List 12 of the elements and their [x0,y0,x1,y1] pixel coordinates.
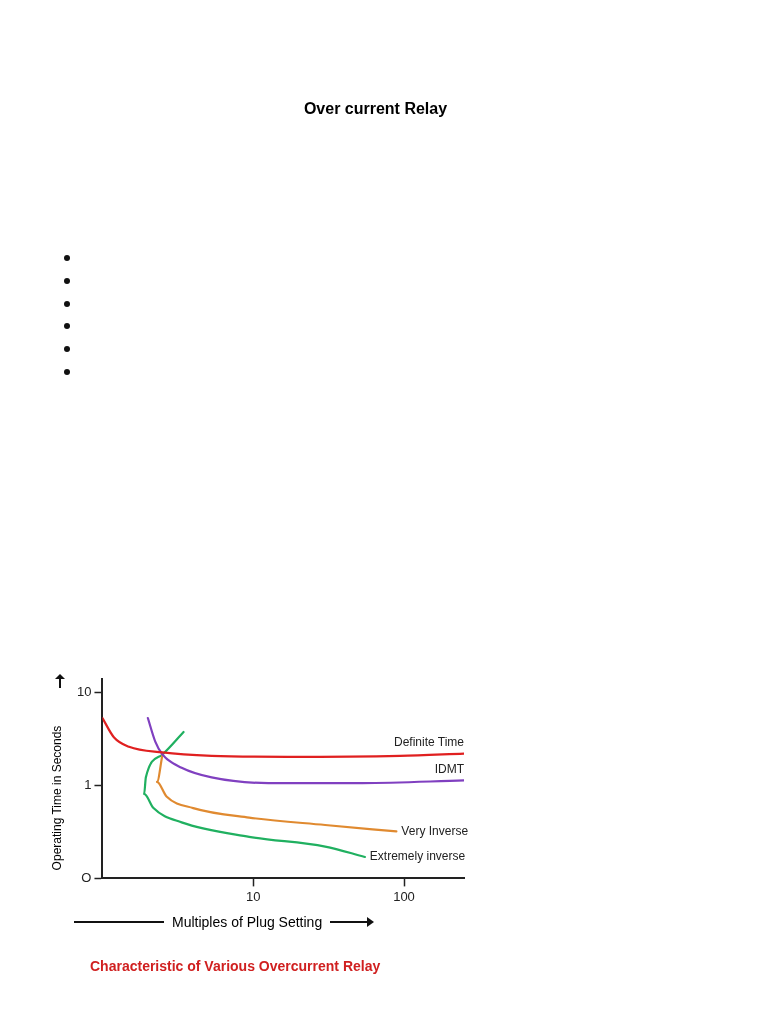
y-axis-title: Operating Time in Seconds [50,724,65,873]
y-tick-label: 10 [76,683,92,699]
chart-title: Over current Relay [302,100,449,118]
y-tick-label: O [81,869,92,885]
x-axis-title: Multiples of Plug Setting [172,914,323,930]
y-tick-label: 1 [84,776,92,792]
x-tick-label: 100 [393,888,415,904]
series-label: Definite Time [393,734,465,749]
series-label: Extremely inverse [369,849,466,864]
series-label: IDMT [434,761,465,776]
text: Characteristic of Various Overcurrent Relay [90,958,381,974]
series-label: Very Inverse [401,823,469,838]
